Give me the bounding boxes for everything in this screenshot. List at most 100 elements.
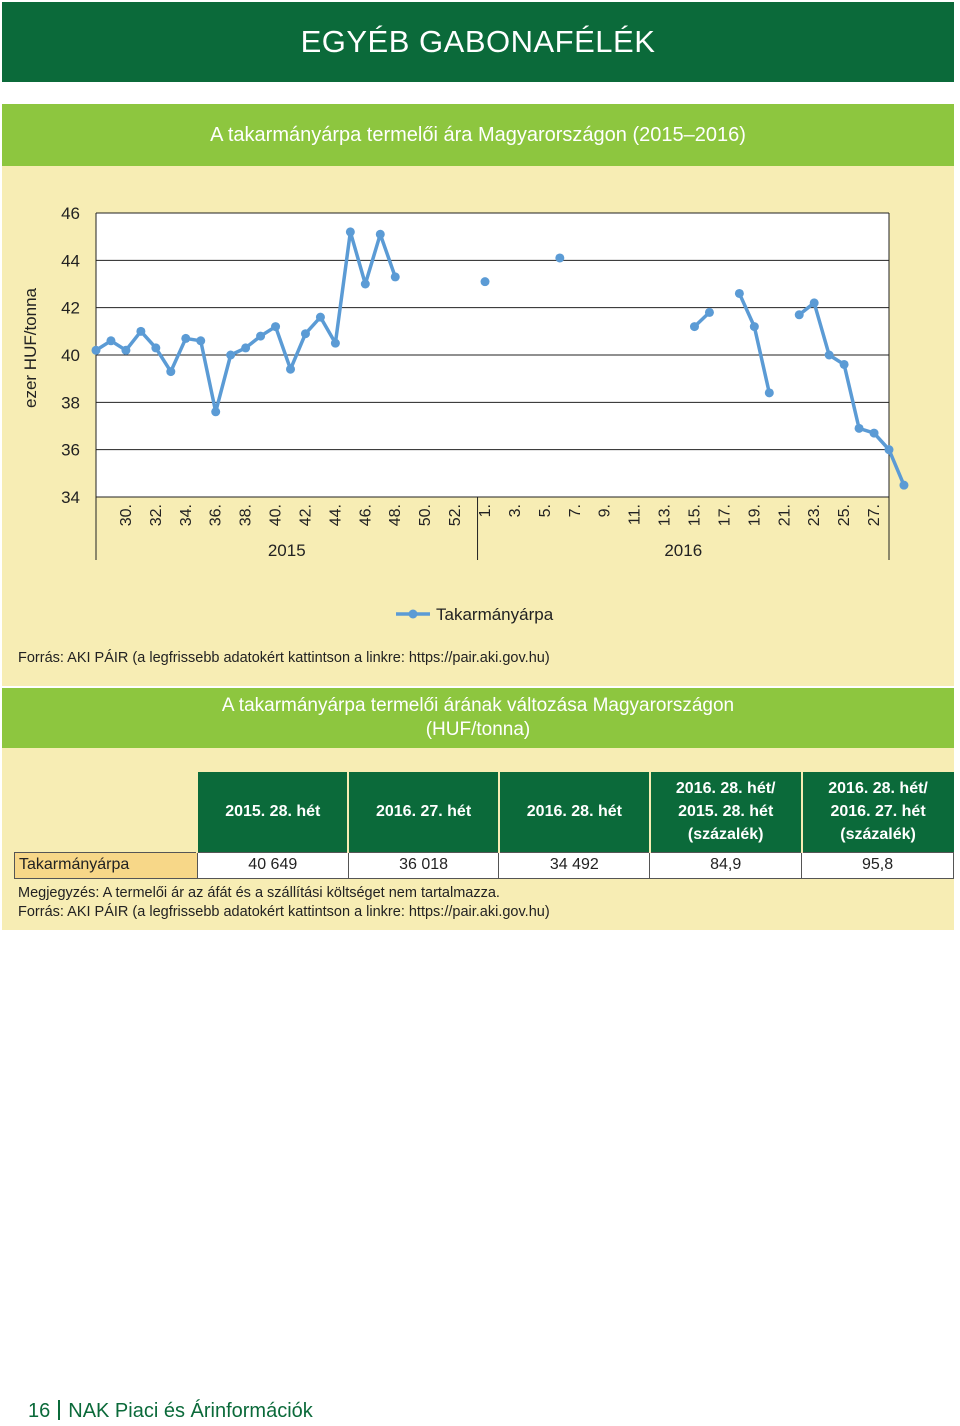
table-header-line: 2016. 28. hét (526, 803, 622, 821)
data-point (749, 322, 759, 332)
data-point (271, 322, 281, 332)
x-tick-label: 34. (178, 504, 195, 526)
y-tick-label: 44 (61, 251, 80, 270)
table-header-4: 2016. 28. hét/2015. 28. hét (százalék) (648, 772, 802, 852)
data-point (809, 298, 819, 308)
data-point (824, 350, 834, 360)
legend-marker (408, 609, 418, 619)
price-change-table: 2015. 28. hét 2016. 27. hét 2016. 28. hét 2… (14, 772, 954, 879)
y-tick-label: 40 (61, 346, 80, 365)
x-tick-label: 3. (507, 504, 524, 517)
note-vat: Megjegyzés: A termelői ár az áfát és a s… (18, 885, 500, 901)
table-heading-line2: (HUF/tonna) (425, 719, 531, 740)
footer-separator (58, 1400, 61, 1420)
note-source: Forrás: AKI PÁIR (a legfrissebb adatokér… (18, 904, 550, 920)
y-tick-label: 38 (61, 393, 80, 412)
table-header-line: (százalék) (687, 826, 764, 844)
data-point (151, 343, 161, 353)
data-point (869, 428, 879, 438)
x-tick-label: 52. (447, 504, 464, 526)
data-point (854, 423, 864, 433)
y-tick-label: 34 (61, 488, 80, 507)
table-header-line: 2016. 27. hét (375, 803, 472, 821)
x-tick-label: 30. (118, 504, 135, 526)
data-point (555, 253, 565, 263)
table-header-5: 2016. 28. hét/2016. 27. hét (százalék) (800, 772, 954, 852)
x-tick-label: 40. (268, 504, 285, 526)
x-tick-label: 23. (806, 504, 823, 526)
x-tick-label: 7. (567, 504, 584, 517)
table-heading: A takarmányárpa termelői árának változás… (2, 688, 954, 748)
x-tick-label: 38. (238, 504, 255, 526)
x-tick-label: 46. (357, 504, 374, 526)
data-point (899, 480, 909, 490)
data-point (330, 338, 340, 348)
table-header-blank (15, 772, 198, 852)
data-point (345, 227, 355, 237)
x-tick-label: 42. (297, 504, 314, 526)
data-point (360, 279, 370, 289)
y-tick-label: 42 (61, 299, 80, 318)
data-point (211, 407, 221, 417)
chart-heading: A takarmányárpa termelői ára Magyarorszá… (2, 104, 954, 166)
data-point (300, 329, 310, 339)
data-point (794, 310, 804, 320)
data-point (734, 288, 744, 298)
x-tick-label: 17. (716, 504, 733, 526)
legend-label: Takarmányárpa (436, 605, 554, 624)
data-point (196, 336, 206, 346)
data-point (121, 345, 131, 355)
table-cell: 34 492 (498, 851, 651, 879)
x-tick-label: 50. (417, 504, 434, 526)
table-header-3: 2016. 28. hét (497, 772, 650, 852)
y-tick-label: 36 (61, 441, 80, 460)
data-point (106, 336, 116, 346)
data-point (390, 272, 400, 282)
data-point (256, 331, 266, 341)
x-tick-label: 5. (537, 504, 554, 517)
table-header-line: (százalék) (840, 826, 916, 844)
data-point (839, 359, 849, 369)
publication-name: NAK Piaci és Árinformációk (68, 1400, 313, 1422)
line-chart: 34 36 38 40 42 44 46 ezer HUF/tonna 30. 32. 34. 36.… (21, 204, 909, 624)
data-point (375, 229, 385, 239)
table-header-row: 2015. 28. hét 2016. 27. hét 2016. 28. hét 2… (15, 772, 954, 852)
chart-source-note: Forrás: AKI PÁIR (a legfrissebb adatokér… (18, 650, 550, 666)
x-tick-label: 13. (657, 504, 674, 526)
x-tick-label: 11. (627, 504, 644, 525)
data-point (241, 343, 251, 353)
x-tick-label: 32. (148, 504, 165, 526)
x-tick-label: 15. (686, 504, 703, 526)
y-tick-label: 46 (61, 204, 80, 223)
data-point (764, 388, 774, 398)
x-tick-label: 25. (836, 504, 853, 526)
x-group-label-2015: 2015 (268, 541, 306, 560)
x-tick-label: 1. (477, 504, 494, 517)
table-heading-line1: A takarmányárpa termelői árának változás… (221, 695, 735, 716)
table-notes: Megjegyzés: A termelői ár az áfát és a s… (18, 884, 550, 922)
data-point (166, 367, 176, 377)
table-header-line: 2016. 28. hét/ (828, 780, 928, 798)
table-header-line: 2016. 28. hét/ (675, 780, 776, 798)
data-point (480, 277, 490, 287)
table-header-2: 2016. 27. hét (347, 772, 499, 852)
data-point (689, 322, 699, 332)
x-tick-label: 36. (208, 504, 225, 526)
data-point (136, 326, 146, 336)
data-point (884, 445, 894, 455)
table-cell: 40 649 (196, 851, 349, 879)
table-row-label: Takarmányárpa (14, 851, 198, 879)
data-point (91, 345, 101, 355)
table-header-line: 2015. 28. hét (225, 803, 321, 821)
table-header-line: 2015. 28. hét (678, 803, 774, 821)
data-point (704, 307, 714, 317)
table-row: Takarmányárpa 40 649 36 018 34 492 84,9 95,8 (14, 851, 954, 879)
data-point (315, 312, 325, 322)
table-cell: 84,9 (649, 851, 803, 879)
x-tick-label: 9. (597, 504, 614, 517)
table-cell: 95,8 (801, 851, 954, 879)
table-cell: 36 018 (347, 851, 500, 879)
page-number: 16 (28, 1400, 51, 1422)
table-header-line: 2016. 27. hét (830, 803, 926, 821)
data-point (226, 350, 236, 360)
